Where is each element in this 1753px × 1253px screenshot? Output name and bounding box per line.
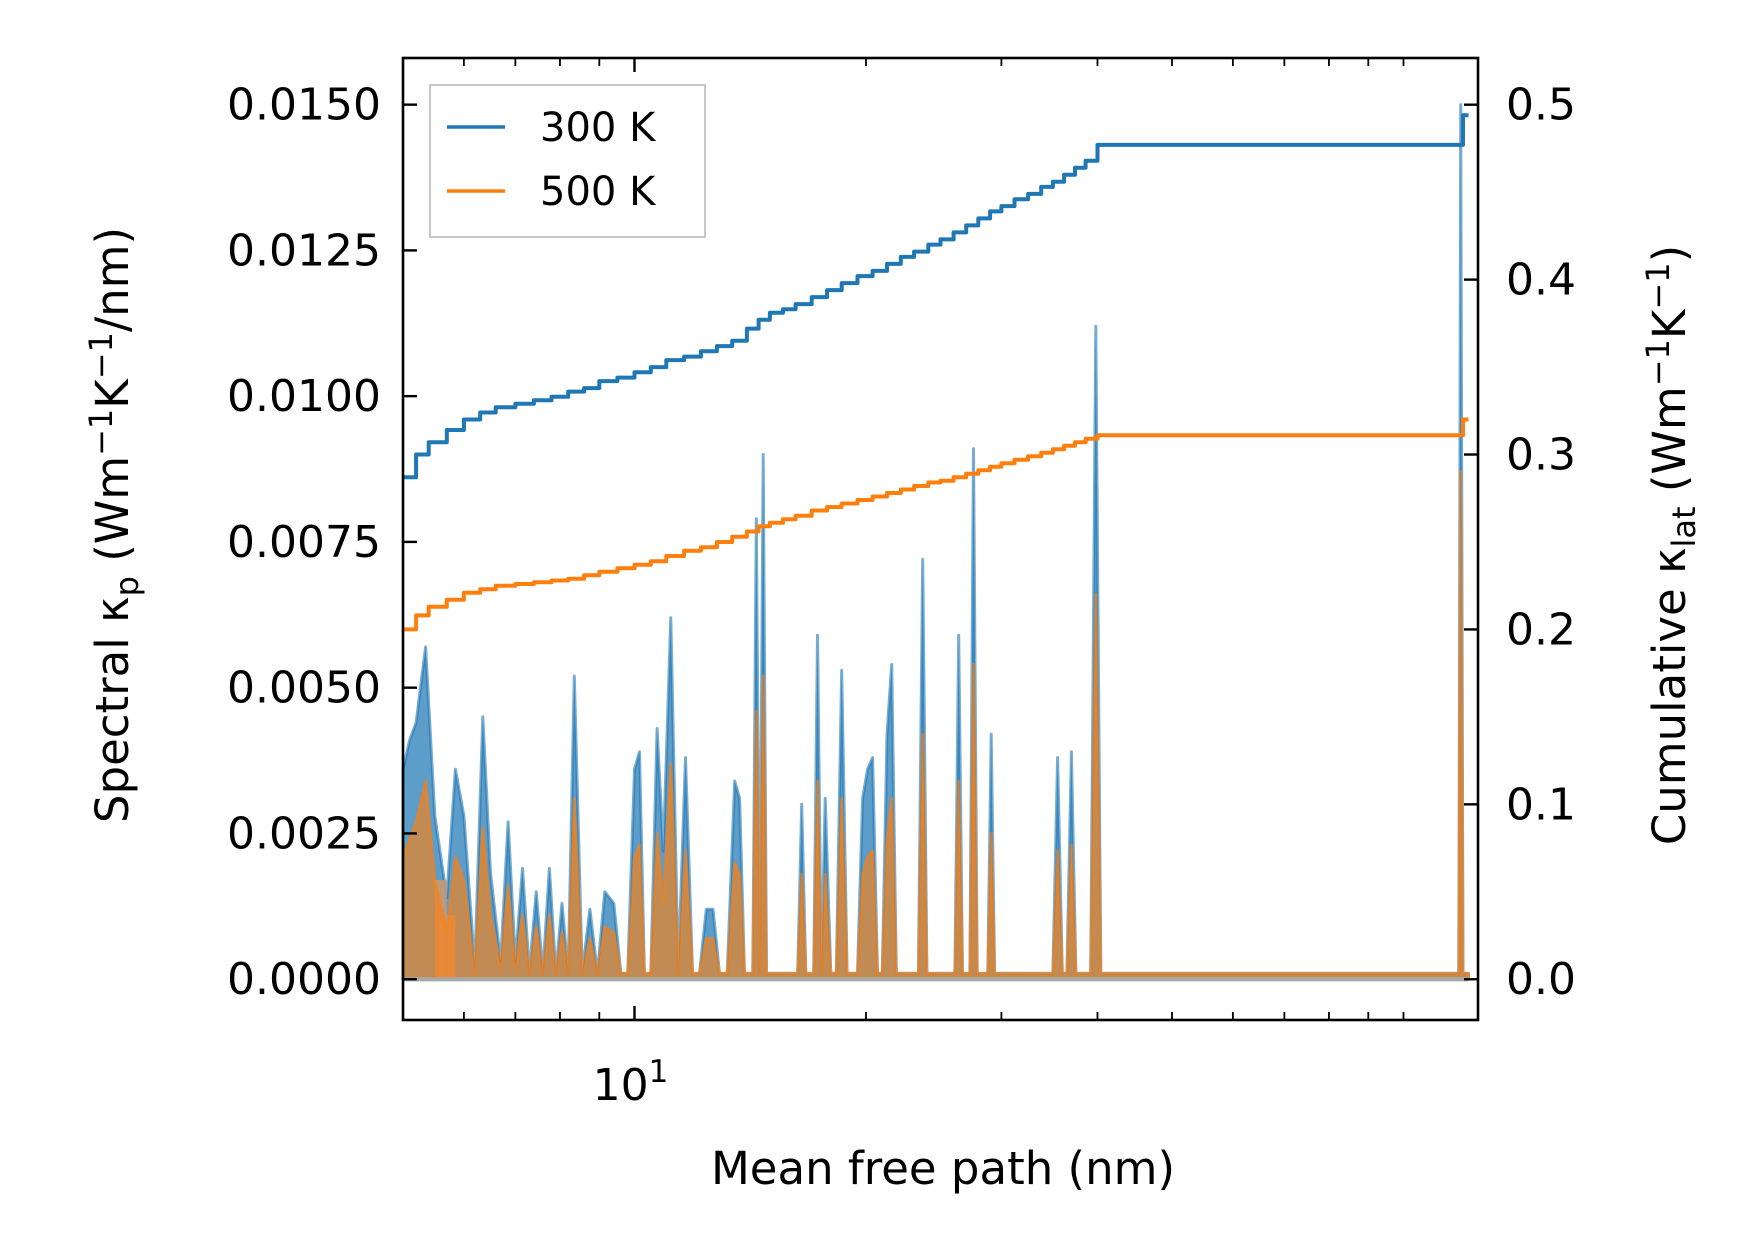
- y-right-tick-label-2: 0.2: [1506, 604, 1576, 655]
- y-right-close: ): [1643, 245, 1696, 263]
- y-right-sub: lat: [1665, 506, 1703, 547]
- spectral-area-1: [401, 470, 1470, 981]
- y-right-sup2: −1: [1639, 262, 1677, 309]
- y-left-sub: p: [108, 576, 146, 596]
- y-right-tick-label-5: 0.5: [1506, 80, 1576, 131]
- plot-frame: [401, 56, 1480, 1022]
- y-left-tick-label-5: 0.0125: [227, 225, 381, 276]
- x-tick-label-exp: 1: [649, 1054, 669, 1090]
- y-left-tick-label-4: 0.0100: [227, 371, 381, 422]
- y-right-tick-label-0: 0.0: [1506, 954, 1576, 1005]
- y-left-close: /nm): [86, 227, 139, 332]
- y-left-sup1: −1: [82, 409, 120, 456]
- y-right-tick-label-3: 0.3: [1506, 430, 1576, 481]
- y-left-tick-label-0: 0.0000: [227, 954, 381, 1005]
- y-right-main: Cumulative κ: [1643, 548, 1696, 846]
- y-left-tick-label-3: 0.0075: [227, 517, 381, 568]
- y-left-sup2: −1: [82, 332, 120, 379]
- y-left-units: (Wm: [86, 456, 139, 576]
- cumulative-lines: [403, 113, 1469, 632]
- y-left-tick-label-6: 0.0150: [227, 80, 381, 131]
- legend: 300 K 500 K: [429, 84, 706, 238]
- y-right-tick-label-1: 0.1: [1506, 779, 1576, 830]
- cumulative-line-1: [403, 417, 1469, 632]
- legend-box: [429, 84, 706, 238]
- y-axis-label-right: Cumulative κlat (Wm−1K−1): [1639, 245, 1703, 845]
- y-right-sup1: −1: [1639, 339, 1677, 386]
- y-axis-label-left: Spectral κp (Wm−1K−1/nm): [82, 227, 146, 823]
- y-right-tick-label-4: 0.4: [1506, 255, 1576, 306]
- y-left-main: Spectral κ: [86, 596, 139, 823]
- x-axis-label: Mean free path (nm): [711, 1142, 1175, 1195]
- cumulative-line-0: [403, 113, 1469, 480]
- y-left-tick-label-2: 0.0050: [227, 663, 381, 714]
- y-right-k: K: [1643, 308, 1696, 339]
- spectral-areas: [401, 103, 1470, 982]
- legend-label-300k: 300 K: [540, 105, 657, 151]
- y-left-tick-label-1: 0.0025: [227, 808, 381, 859]
- y-left-k: K: [86, 378, 139, 409]
- x-tick-label-0: 101: [593, 1054, 669, 1111]
- y-right-units: (Wm: [1643, 386, 1696, 506]
- legend-label-500k: 500 K: [540, 169, 657, 215]
- tick-labels: 0.00000.00250.00500.00750.01000.01250.01…: [227, 80, 1576, 1111]
- x-tick-label-base: 10: [593, 1060, 649, 1111]
